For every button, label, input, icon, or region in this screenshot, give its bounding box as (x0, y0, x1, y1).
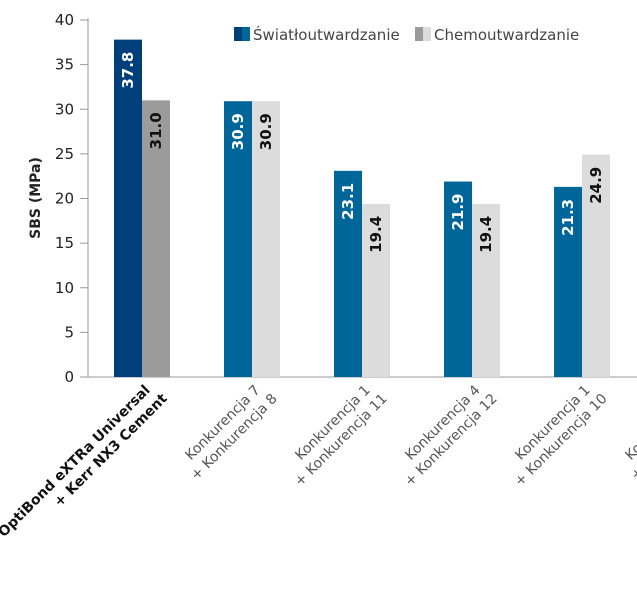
bar (554, 186, 582, 377)
bar (224, 101, 252, 377)
legend-swatch (234, 27, 242, 41)
value-label: 30.9 (257, 113, 275, 150)
x-tick-label-line: + Kerr NX3 Cement (51, 391, 171, 511)
value-label: 23.1 (339, 183, 357, 220)
legend-swatch (423, 27, 431, 41)
bar (472, 203, 500, 377)
value-label: 21.9 (449, 194, 467, 231)
bar (334, 170, 362, 377)
value-label: 37.8 (119, 52, 137, 89)
x-tick-label: Konkurencja 4+ Konkurencja 12 (402, 382, 501, 490)
legend-label: Światłoutwardzanie (253, 25, 400, 44)
x-tick-label: Konkurencja 1+ Konkurencja 10 (512, 382, 611, 490)
value-label: 31.0 (147, 112, 165, 149)
x-tick-label: Konkurencja 1+ Konkurencja 11 (292, 382, 391, 490)
value-label: 19.4 (477, 216, 495, 253)
y-tick-label: 10 (55, 279, 74, 297)
y-tick-label: 20 (55, 190, 74, 208)
bar (142, 100, 170, 377)
y-tick-label: 5 (64, 323, 74, 341)
legend-swatch (415, 27, 423, 41)
legend-swatch (242, 27, 250, 41)
value-label: 19.4 (367, 216, 385, 253)
y-tick-label: 35 (55, 56, 74, 74)
x-tick-label-line: Konkurencja 9 (622, 382, 637, 463)
bar (444, 181, 472, 377)
value-label: 21.3 (559, 199, 577, 236)
bar (114, 39, 142, 377)
bar (362, 203, 390, 377)
bar (252, 101, 280, 377)
y-tick-label: 0 (64, 368, 74, 386)
bar (582, 154, 610, 377)
x-tick-label: OptiBond eXTRa Universal+ Kerr NX3 Cemen… (0, 382, 171, 540)
x-tick-label: Konkurencja 7+ Konkurencja 8 (182, 382, 280, 483)
y-tick-label: 30 (55, 100, 74, 118)
x-tick-label-line: OptiBond eXTRa Universal (0, 382, 154, 540)
y-tick-label: 15 (55, 234, 74, 252)
y-tick-label: 40 (55, 11, 74, 29)
x-tick-label-line: + Konkurencja 9 (628, 391, 637, 484)
value-label: 30.9 (229, 113, 247, 150)
y-axis-title: SBS (MPa) (28, 157, 44, 239)
y-tick-label: 25 (55, 145, 74, 163)
value-label: 24.9 (587, 167, 605, 204)
x-tick-label: Konkurencja 9+ Konkurencja 9 (622, 382, 637, 484)
legend-label: Chemoutwardzanie (434, 26, 579, 44)
